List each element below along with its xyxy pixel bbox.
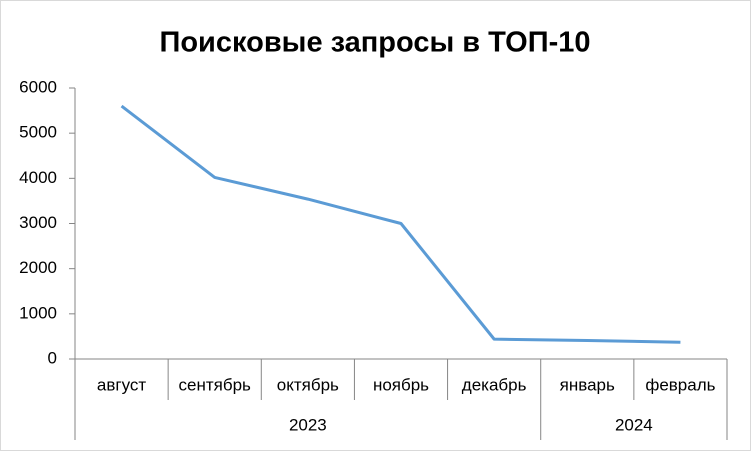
- chart-title: Поисковые запросы в ТОП-10: [159, 27, 590, 59]
- y-tick-label: 0: [48, 348, 57, 367]
- x-tick-label: февраль: [645, 375, 715, 394]
- y-tick-label: 6000: [19, 77, 57, 96]
- y-tick-label: 3000: [19, 213, 57, 232]
- y-tick-label: 5000: [19, 123, 57, 142]
- x-tick-label: декабрь: [462, 375, 527, 394]
- y-tick-label: 4000: [19, 168, 57, 187]
- group-label: 2024: [615, 415, 653, 434]
- x-tick-label: сентябрь: [179, 375, 252, 394]
- x-tick-label: ноябрь: [373, 375, 429, 394]
- group-label: 2023: [289, 415, 327, 434]
- x-tick-label: октябрь: [277, 375, 339, 394]
- x-tick-label: январь: [560, 375, 615, 394]
- series-line: [120, 104, 681, 344]
- x-tick-label: август: [97, 375, 146, 394]
- y-tick-label: 1000: [19, 303, 57, 322]
- y-tick-label: 2000: [19, 258, 57, 277]
